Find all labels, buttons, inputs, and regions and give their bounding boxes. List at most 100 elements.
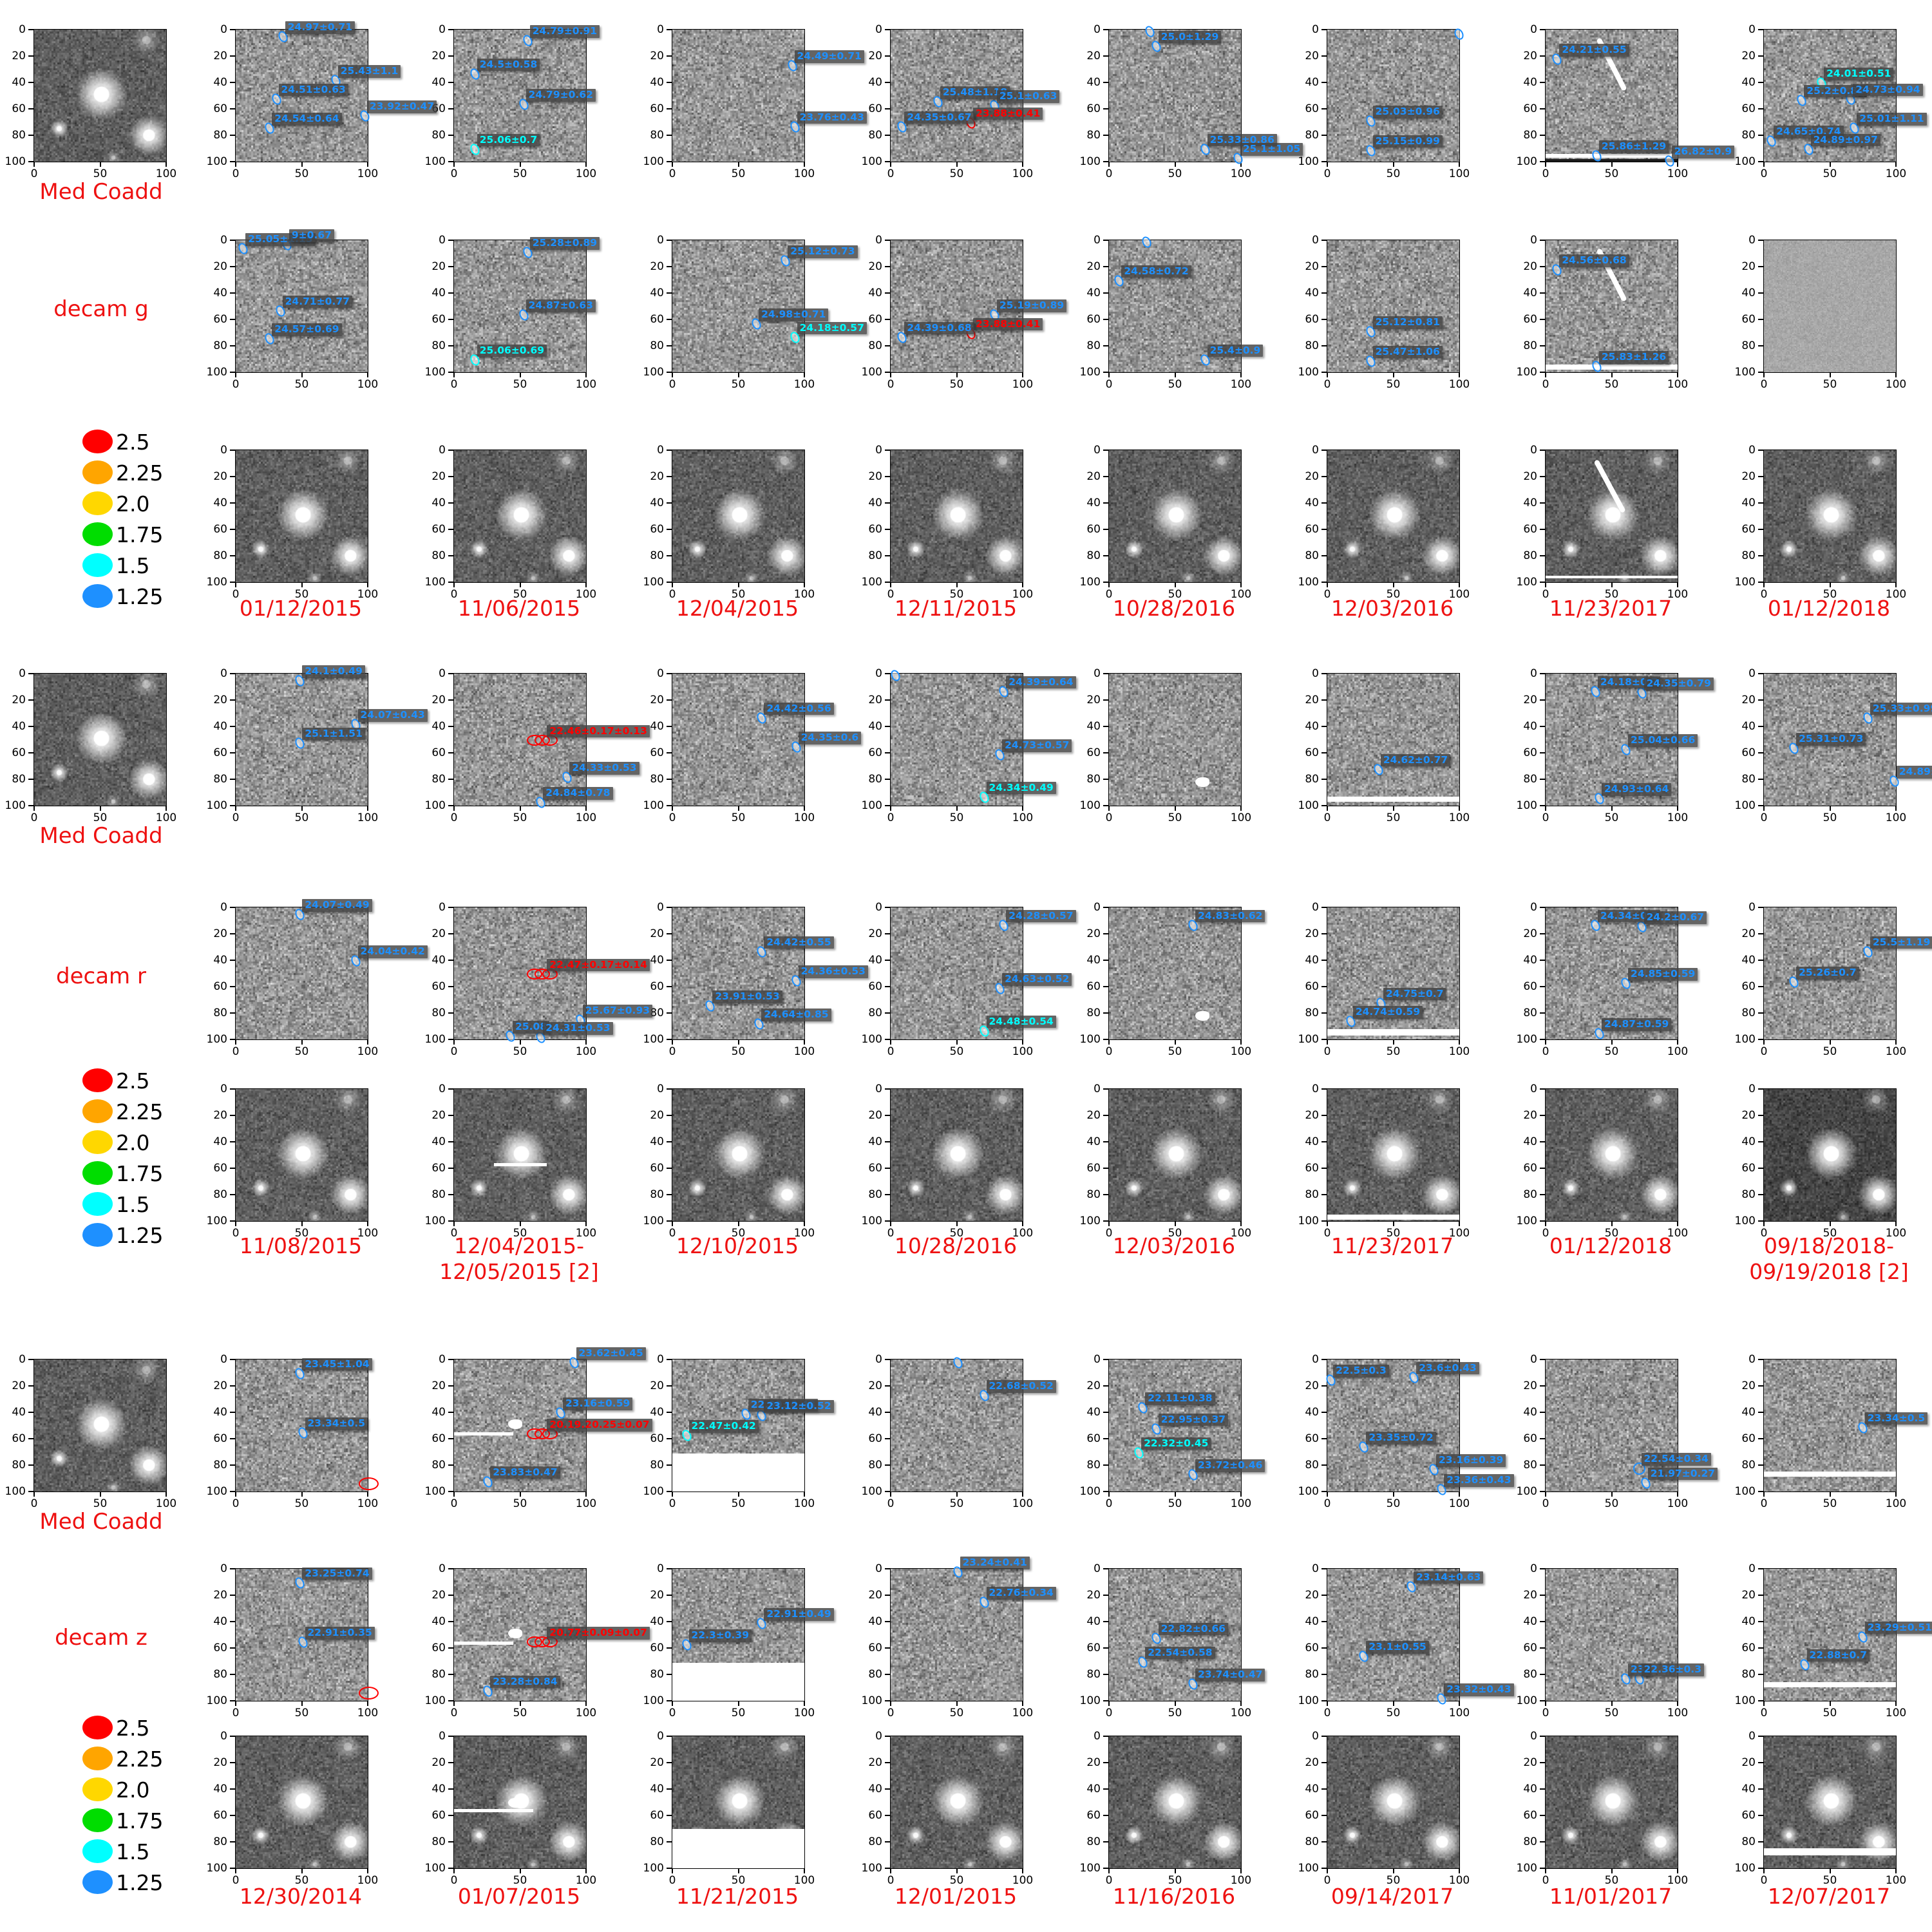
y-tick: [448, 529, 453, 530]
x-tick-label: 100: [357, 1045, 379, 1058]
x-tick: [1611, 582, 1613, 587]
cutout-image: [34, 1359, 166, 1492]
masked-line: [493, 1162, 547, 1166]
x-tick-label: 0: [1105, 1874, 1113, 1887]
y-tick: [1758, 1115, 1763, 1116]
cutout-image: [454, 674, 586, 806]
magnitude-annotation: 23.35±0.72: [1366, 1432, 1436, 1445]
magnitude-annotation: 24.2±0.67: [1643, 911, 1707, 924]
difference-image-panel: 24.79±0.91 24.5±0.58 24.79±0.62 25.06±0.7 0 2…: [425, 23, 600, 180]
science-image-panel: 0 20 40 60 80 100 0 50 100: [425, 1083, 597, 1240]
x-tick-label: 50: [731, 1874, 746, 1887]
cutout-image: [1764, 1569, 1896, 1701]
y-tick: [230, 1464, 235, 1466]
x-tick: [956, 1221, 958, 1226]
x-tick-label: 50: [949, 1227, 964, 1240]
x-tick: [804, 1868, 805, 1873]
x-tick-label: 100: [793, 1497, 815, 1510]
y-tick-label: 80: [868, 773, 882, 786]
y-tick: [1321, 1674, 1327, 1675]
y-tick-label: 20: [650, 1589, 664, 1602]
epoch-date-label: 10/28/2016: [846, 1233, 1065, 1259]
y-tick: [885, 960, 890, 961]
y-tick-label: 0: [1094, 901, 1101, 914]
y-tick: [1758, 752, 1763, 753]
x-tick-label: 100: [357, 1707, 379, 1719]
y-tick: [1321, 1841, 1327, 1842]
y-tick-label: 60: [868, 1642, 882, 1654]
x-tick-label: 50: [949, 1874, 964, 1887]
y-tick-label: 0: [1530, 1562, 1537, 1575]
y-tick-label: 20: [650, 1756, 664, 1769]
x-tick-label: 0: [450, 1045, 458, 1058]
y-tick-label: 60: [12, 1432, 26, 1445]
y-tick: [1321, 1168, 1327, 1169]
y-tick-label: 100: [1298, 155, 1319, 168]
magnitude-annotation: 25.12±0.73: [788, 245, 858, 258]
y-tick: [1540, 673, 1545, 674]
y-tick: [1758, 1647, 1763, 1649]
y-tick-label: 0: [1312, 1083, 1319, 1095]
y-tick-label: 20: [1086, 1589, 1101, 1602]
x-tick: [367, 1221, 368, 1226]
x-tick: [1392, 1492, 1394, 1497]
y-tick-label: 80: [431, 549, 446, 562]
y-tick-label: 100: [206, 1694, 227, 1707]
difference-image-panel: 24.42±0.55 24.36±0.53 23.91±0.53 24.64±0.85…: [643, 901, 868, 1058]
cutout-image: [1546, 450, 1678, 582]
y-tick: [1758, 1438, 1763, 1439]
y-tick: [1758, 1168, 1763, 1169]
difference-image-panel: 23.25±0.74 22.91±0.35 0 20 40 60 80 100 0 50 100: [207, 1562, 379, 1719]
magnitude-annotation: 23.88±0.41: [973, 107, 1043, 120]
x-tick-label: 50: [294, 811, 309, 824]
magnitude-annotation: 24.33±0.53: [569, 761, 639, 775]
epoch-date-line: 12/11/2015: [894, 596, 1018, 621]
y-tick-label: 60: [650, 1809, 664, 1822]
y-tick: [1540, 1868, 1545, 1869]
x-tick-label: 100: [1667, 1707, 1689, 1719]
magnitude-annotation: 23.62±0.45: [576, 1347, 646, 1360]
band-label: decam z: [55, 1625, 147, 1651]
x-tick: [1022, 1039, 1023, 1045]
x-tick-label: 50: [513, 1874, 527, 1887]
x-tick-label: 0: [887, 1227, 895, 1240]
magnitude-annotation: 26.82±0.9: [1671, 145, 1735, 158]
y-tick-label: 0: [220, 444, 227, 457]
y-tick-label: 60: [868, 1162, 882, 1175]
y-tick-label: 60: [12, 746, 26, 759]
y-tick: [667, 960, 672, 961]
y-tick: [230, 779, 235, 780]
x-tick-label: 50: [294, 588, 309, 601]
x-tick-label: 50: [731, 1707, 746, 1719]
x-tick: [737, 1221, 739, 1226]
magnitude-annotation: 24.85±0.59: [1628, 967, 1698, 981]
x-tick-label: 50: [1823, 167, 1837, 180]
y-tick: [1103, 907, 1108, 908]
y-tick: [1758, 161, 1763, 162]
y-tick-label: 0: [1748, 23, 1756, 36]
x-tick: [1895, 162, 1897, 167]
y-tick: [28, 752, 33, 753]
x-tick: [1829, 372, 1831, 377]
x-tick-label: 50: [1386, 1497, 1401, 1510]
y-tick: [1758, 1088, 1763, 1090]
y-tick-label: 80: [1086, 773, 1101, 786]
magnitude-annotation: 22.3±0.39: [688, 1629, 752, 1642]
epoch-date-label: 01/12/2015: [191, 596, 410, 621]
x-tick-label: 50: [294, 167, 309, 180]
y-tick-label: 80: [431, 339, 446, 352]
y-tick: [1758, 82, 1763, 83]
y-tick: [1103, 240, 1108, 241]
y-tick: [1321, 779, 1327, 780]
y-tick: [667, 1868, 672, 1869]
x-tick: [1677, 1701, 1678, 1706]
cutout-image: [34, 674, 166, 806]
y-tick: [230, 960, 235, 961]
x-tick-label: 0: [887, 811, 895, 824]
y-tick-label: 20: [868, 694, 882, 706]
y-tick-label: 80: [1305, 1668, 1319, 1681]
y-tick-label: 0: [1530, 1083, 1537, 1095]
legend-item: 1.75: [82, 521, 198, 552]
x-tick: [235, 806, 236, 811]
y-tick: [1758, 1141, 1763, 1142]
